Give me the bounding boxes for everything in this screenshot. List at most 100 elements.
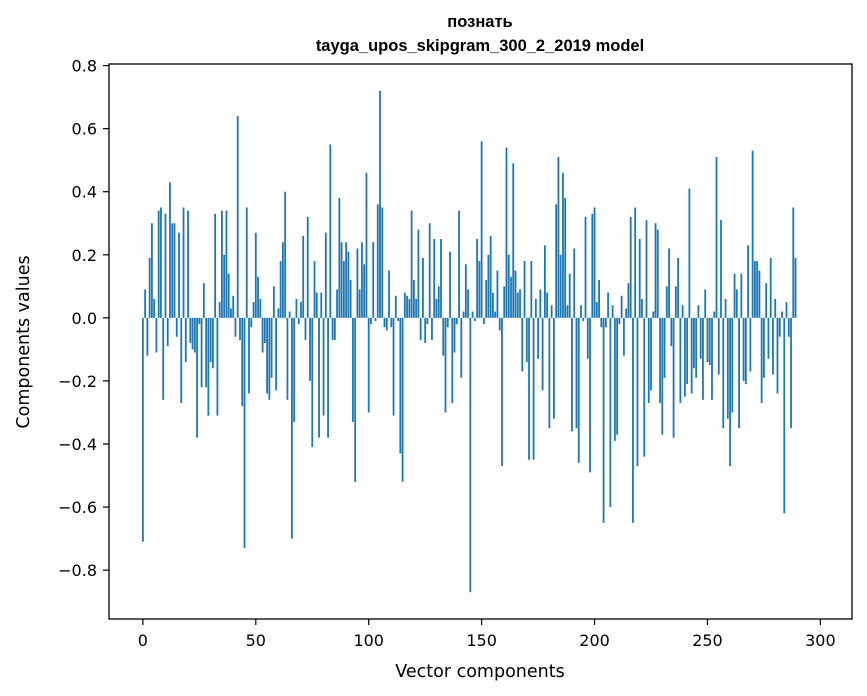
y-tick-label: 0.8: [72, 57, 97, 76]
bar: [550, 305, 553, 318]
bar: [293, 317, 296, 422]
bar: [361, 242, 363, 318]
bar: [501, 317, 503, 467]
bar: [248, 317, 250, 394]
bar: [744, 317, 747, 385]
bar: [313, 261, 316, 318]
bar: [611, 305, 614, 318]
bar: [591, 213, 594, 318]
bar: [141, 317, 144, 542]
bar: [148, 257, 151, 318]
bar: [519, 289, 521, 318]
bar: [180, 317, 183, 403]
chart-title: познать: [447, 13, 512, 31]
bar: [340, 242, 343, 318]
bar: [381, 207, 384, 318]
bar: [704, 289, 707, 318]
bar: [383, 317, 386, 328]
bar: [155, 317, 158, 353]
bar: [435, 298, 438, 318]
bar: [263, 317, 266, 344]
bar: [182, 207, 185, 318]
bar: [559, 254, 562, 318]
bar: [243, 317, 246, 549]
bar: [724, 298, 727, 318]
bar: [765, 283, 768, 318]
bar: [738, 317, 740, 429]
bar: [729, 317, 731, 467]
bar: [713, 311, 716, 318]
bar: [747, 245, 750, 318]
bar: [218, 302, 221, 318]
bar: [781, 311, 783, 318]
bar: [406, 295, 409, 318]
bar: [688, 188, 691, 318]
bar: [261, 317, 264, 353]
bar: [408, 298, 411, 318]
bar: [512, 163, 515, 318]
bar: [241, 317, 244, 407]
bar: [767, 317, 770, 359]
bar: [300, 302, 302, 318]
bar: [252, 302, 255, 318]
bar: [641, 298, 643, 318]
bar: [668, 248, 670, 318]
bar: [686, 317, 689, 385]
bar: [286, 317, 289, 400]
bar: [191, 317, 194, 350]
bar: [239, 317, 241, 340]
bar: [636, 317, 639, 467]
bar: [749, 317, 752, 372]
bar: [178, 232, 180, 318]
bar: [433, 239, 436, 318]
bar: [458, 210, 460, 318]
bar: [562, 172, 564, 318]
bar: [214, 213, 217, 318]
bar: [699, 317, 702, 359]
bar: [589, 317, 591, 473]
bar: [318, 317, 320, 438]
bar: [715, 157, 718, 318]
bar: [422, 257, 424, 318]
bar: [543, 245, 546, 318]
bar: [735, 289, 738, 318]
bar: [412, 280, 415, 318]
bar: [638, 239, 641, 318]
y-tick-label: −0.4: [58, 435, 97, 454]
bar: [498, 317, 501, 331]
y-tick-label: 0.4: [72, 183, 97, 202]
bar: [209, 317, 212, 362]
bar: [403, 292, 406, 318]
bar: [440, 239, 442, 318]
bar: [342, 261, 345, 318]
bar: [367, 317, 370, 413]
bar: [345, 242, 348, 318]
bar: [349, 280, 352, 318]
bar: [711, 317, 713, 400]
bar: [751, 150, 754, 318]
bar: [760, 317, 763, 403]
bar: [541, 317, 544, 391]
bar: [173, 223, 176, 318]
bar: [708, 317, 711, 366]
bar: [392, 317, 395, 416]
bar: [309, 317, 311, 381]
bar: [577, 317, 580, 463]
bar-series: [141, 90, 797, 593]
bar: [674, 286, 677, 318]
bar: [315, 292, 318, 318]
bar: [374, 317, 377, 321]
bar: [189, 317, 192, 344]
bar: [503, 286, 506, 318]
bar: [521, 317, 524, 372]
bar: [654, 223, 657, 318]
bar: [652, 311, 655, 318]
bar: [665, 286, 668, 318]
bar: [702, 317, 704, 400]
bar: [706, 317, 709, 362]
bar: [469, 317, 472, 593]
bar: [552, 317, 555, 419]
bar: [790, 317, 792, 429]
bar: [656, 229, 659, 318]
bar: [575, 317, 578, 429]
